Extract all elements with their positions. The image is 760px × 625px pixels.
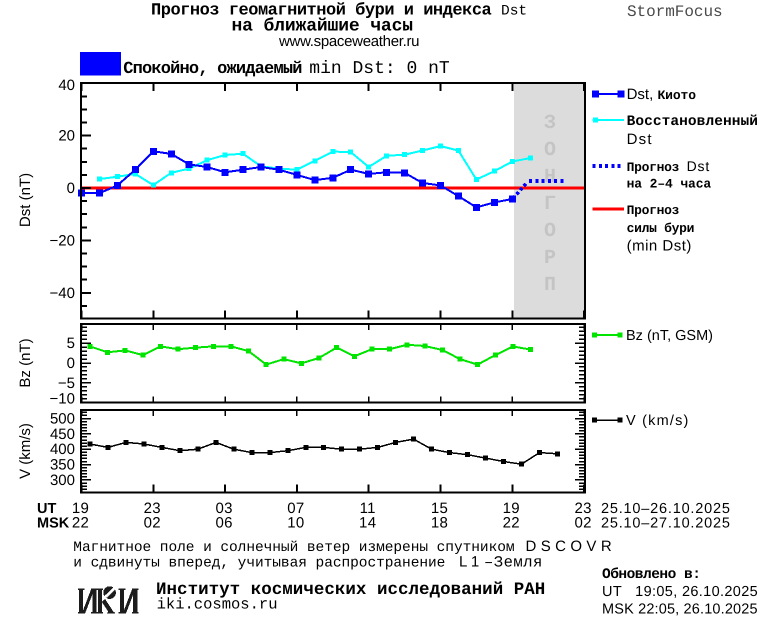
- svg-text:Обновлено в:: Обновлено в:: [602, 567, 700, 583]
- svg-text:07: 07: [287, 500, 304, 517]
- svg-text:25.10–27.10.2025: 25.10–27.10.2025: [601, 516, 731, 532]
- svg-text:Dst: Dst: [627, 131, 653, 148]
- svg-text:iki.cosmos.ru: iki.cosmos.ru: [157, 596, 278, 614]
- svg-text:Bz (nT, GSM): Bz (nT, GSM): [626, 328, 713, 344]
- svg-text:450: 450: [50, 426, 75, 443]
- svg-text:(min Dst): (min Dst): [627, 238, 692, 255]
- svg-text:23: 23: [574, 500, 591, 517]
- svg-text:22: 22: [503, 515, 520, 532]
- svg-text:5: 5: [67, 335, 75, 352]
- svg-text:О: О: [544, 139, 556, 162]
- svg-text:15: 15: [431, 500, 448, 517]
- svg-text:22: 22: [72, 515, 89, 532]
- svg-text:−40: −40: [50, 285, 75, 302]
- svg-text:−20: −20: [50, 232, 75, 249]
- svg-text:14: 14: [359, 515, 376, 532]
- svg-text:min Dst: 0 nT: min Dst: 0 nT: [309, 59, 450, 79]
- svg-text:силы бури: силы бури: [627, 221, 695, 236]
- svg-text:20: 20: [58, 128, 75, 145]
- svg-text:25.10–26.10.2025: 25.10–26.10.2025: [601, 501, 731, 517]
- svg-text:MSK: MSK: [37, 516, 70, 532]
- svg-text:www.spaceweather.ru: www.spaceweather.ru: [278, 33, 419, 50]
- svg-text:DSCOVR: DSCOVR: [526, 538, 617, 555]
- svg-text:−5: −5: [58, 375, 75, 392]
- svg-text:Прогноз: Прогноз: [627, 203, 680, 218]
- svg-text:Спокойно, ожидаемый: Спокойно, ожидаемый: [123, 60, 302, 79]
- svg-text:40: 40: [58, 77, 75, 94]
- svg-text:23: 23: [144, 500, 161, 517]
- svg-text:О: О: [544, 220, 556, 243]
- svg-text:Dst, Киото: Dst, Киото: [627, 86, 697, 103]
- svg-text:Институт космических исследова: Институт космических исследований РАН: [156, 580, 545, 600]
- svg-text:на ближайшие часы: на ближайшие часы: [232, 16, 413, 36]
- svg-text:Восстановленный: Восстановленный: [627, 114, 758, 130]
- svg-text:0: 0: [67, 180, 75, 197]
- svg-text:L1: L1: [459, 554, 483, 571]
- svg-text:Dst (nT): Dst (nT): [17, 173, 34, 227]
- svg-text:Bz (nT): Bz (nT): [17, 338, 34, 387]
- svg-text:StormFocus: StormFocus: [627, 3, 723, 21]
- svg-text:Н: Н: [544, 166, 556, 189]
- svg-text:03: 03: [215, 500, 232, 517]
- svg-text:11: 11: [360, 500, 376, 517]
- svg-text:–Земля: –Земля: [484, 554, 543, 572]
- svg-text:02: 02: [144, 515, 161, 532]
- svg-text:02: 02: [574, 515, 591, 532]
- svg-text:Магнитное поле и солнечный вет: Магнитное поле и солнечный ветер измерен…: [73, 540, 514, 556]
- svg-text:и сдвинуты вперед, учитывая ра: и сдвинуты вперед, учитывая распростране…: [73, 556, 445, 572]
- svg-text:Прогноз геомагнитной бури и ин: Прогноз геомагнитной бури и индекса: [151, 2, 492, 21]
- svg-text:UT 19:05, 26.10.2025: UT 19:05, 26.10.2025: [602, 584, 758, 600]
- svg-text:П: П: [544, 274, 556, 297]
- svg-text:MSK 22:05, 26.10.2025: MSK 22:05, 26.10.2025: [602, 602, 758, 618]
- svg-text:V (km/s): V (km/s): [17, 423, 34, 479]
- svg-text:350: 350: [50, 457, 75, 474]
- svg-text:19: 19: [503, 500, 520, 517]
- svg-text:Р: Р: [544, 247, 556, 270]
- svg-text:500: 500: [50, 411, 75, 428]
- svg-text:Прогноз Dst: Прогноз Dst: [627, 158, 710, 175]
- svg-text:на 2–4 часа: на 2–4 часа: [627, 177, 712, 192]
- svg-text:UT: UT: [37, 501, 56, 517]
- svg-text:−10: −10: [50, 391, 75, 408]
- svg-text:Dst: Dst: [501, 4, 527, 20]
- svg-text:0: 0: [67, 355, 75, 372]
- svg-text:10: 10: [287, 515, 304, 532]
- svg-text:300: 300: [50, 472, 75, 489]
- svg-text:V (km/s): V (km/s): [626, 413, 690, 429]
- svg-text:З: З: [544, 112, 556, 135]
- svg-text:Г: Г: [544, 193, 556, 216]
- svg-text:400: 400: [50, 441, 75, 458]
- svg-text:19: 19: [72, 500, 89, 517]
- svg-text:06: 06: [215, 515, 232, 532]
- svg-text:18: 18: [431, 515, 448, 532]
